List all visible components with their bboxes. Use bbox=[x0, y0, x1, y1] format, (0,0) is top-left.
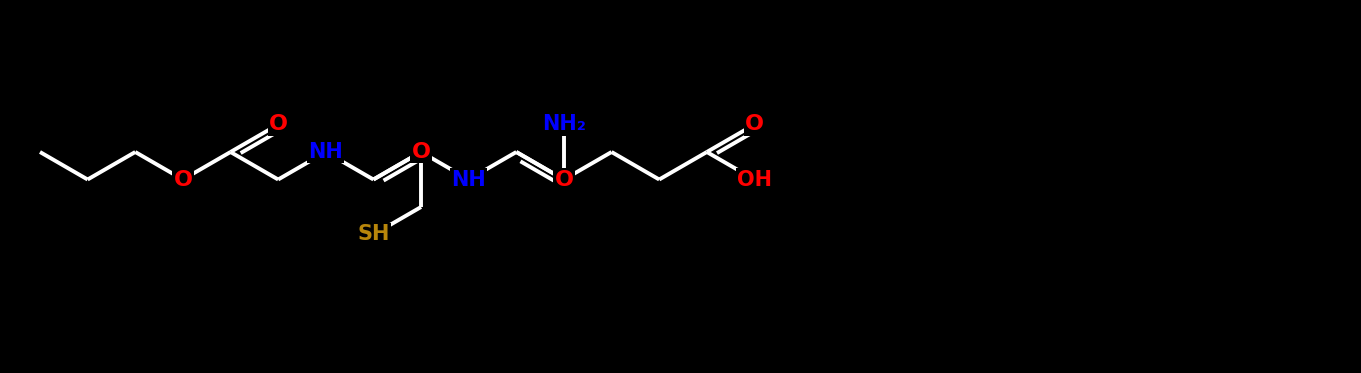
Text: NH: NH bbox=[309, 142, 343, 162]
Text: O: O bbox=[268, 115, 287, 135]
Text: OH: OH bbox=[736, 169, 772, 189]
Text: O: O bbox=[554, 169, 573, 189]
Text: O: O bbox=[173, 169, 192, 189]
Text: O: O bbox=[411, 142, 430, 162]
Text: SH: SH bbox=[357, 225, 389, 244]
Text: NH: NH bbox=[452, 169, 486, 189]
Text: NH₂: NH₂ bbox=[542, 115, 585, 135]
Text: O: O bbox=[744, 115, 764, 135]
